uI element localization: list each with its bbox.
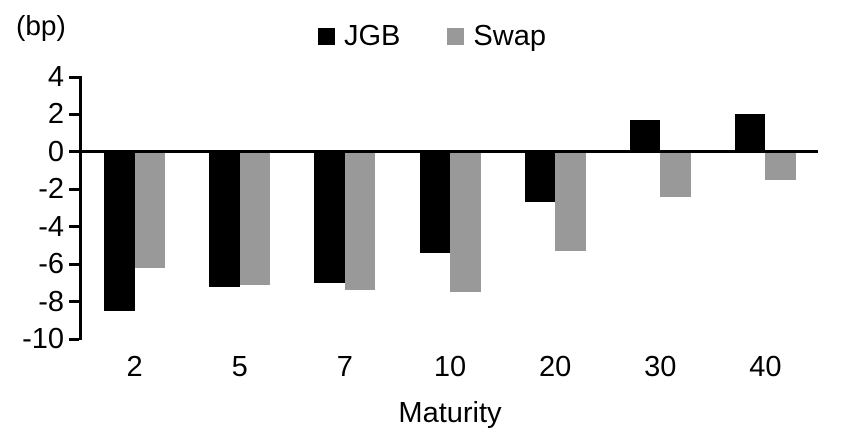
y-tick-mark <box>69 225 79 229</box>
bar-swap-2 <box>134 151 166 268</box>
bar-jgb-7 <box>314 151 345 283</box>
y-tick-label: 2 <box>47 98 64 131</box>
x-tick-label-7: 7 <box>336 351 353 383</box>
bar-jgb-10 <box>419 151 450 253</box>
bar-swap-7 <box>344 151 376 291</box>
x-axis-title: Maturity <box>398 397 502 429</box>
zero-axis-line <box>79 150 818 154</box>
bar-jgb-5 <box>209 151 240 287</box>
bar-jgb-40 <box>734 114 766 152</box>
legend-item-jgb: JGB <box>318 22 400 51</box>
bar-swap-20 <box>555 151 586 252</box>
x-tick-label-5: 5 <box>231 351 248 383</box>
y-tick-mark <box>69 75 79 79</box>
bar-swap-10 <box>450 151 481 293</box>
y-tick-label: -6 <box>38 248 64 281</box>
y-tick-mark <box>69 112 79 116</box>
y-tick-mark <box>69 300 79 304</box>
y-tick-mark <box>69 262 79 266</box>
y-tick-mark <box>69 150 79 154</box>
x-tick-label-20: 20 <box>539 351 572 383</box>
y-axis-unit-label: (bp) <box>16 10 66 41</box>
y-tick-mark <box>69 337 79 341</box>
y-tick-mark <box>69 187 79 191</box>
bar-swap-30 <box>660 151 691 197</box>
y-tick-label: -10 <box>22 323 64 355</box>
legend-swatch-jgb <box>318 28 335 45</box>
bar-swap-5 <box>239 151 271 285</box>
x-tick-label-2: 2 <box>126 351 143 383</box>
x-tick-label-30: 30 <box>644 351 677 383</box>
y-axis-line <box>79 76 82 340</box>
y-tick-label: 0 <box>47 135 64 168</box>
y-tick-label: -2 <box>38 173 64 206</box>
legend-item-swap: Swap <box>447 22 546 51</box>
y-axis-tick-labels: 4 2 0 -2 -4 -6 -8 -10 <box>0 62 64 354</box>
plot-area <box>69 75 818 341</box>
legend-swatch-swap <box>447 28 465 45</box>
y-tick-label: -4 <box>38 210 64 243</box>
y-tick-label: -8 <box>38 285 64 318</box>
bar-jgb-2 <box>104 151 135 311</box>
bar-jgb-20 <box>524 151 556 203</box>
bar-jgb-30 <box>629 120 661 152</box>
legend: JGB Swap <box>318 22 546 51</box>
legend-label: Swap <box>473 20 546 52</box>
legend-label: JGB <box>344 20 401 52</box>
x-tick-label-10: 10 <box>433 351 467 383</box>
y-tick-label: 4 <box>47 61 64 93</box>
x-tick-label-40: 40 <box>749 351 782 383</box>
bar-swap-40 <box>765 151 796 180</box>
